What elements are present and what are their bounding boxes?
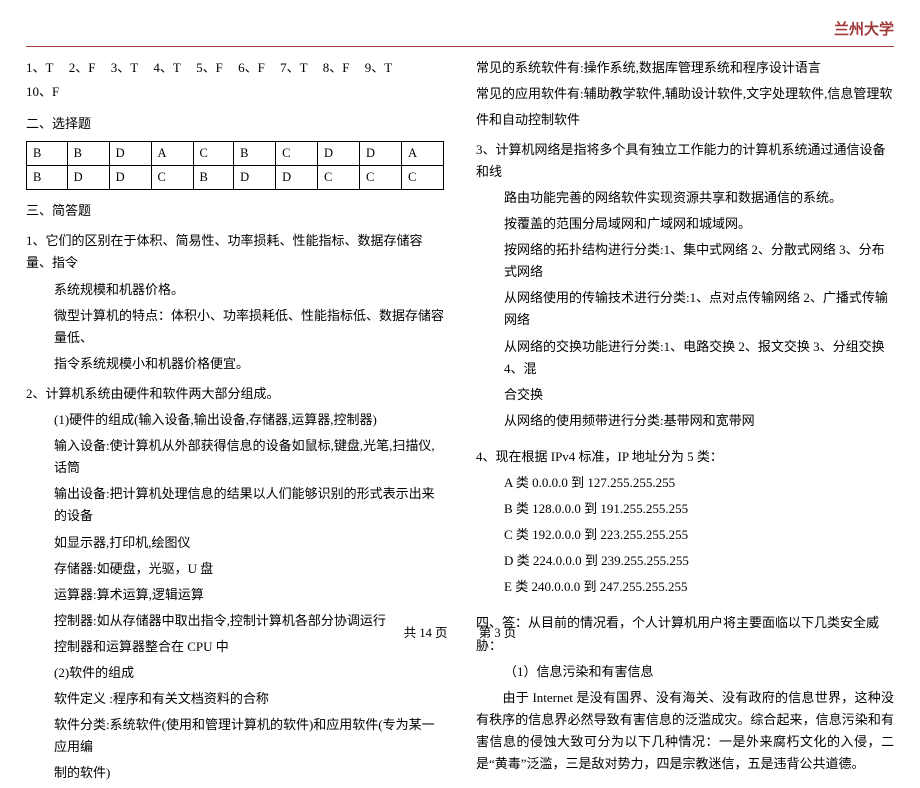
- footer-total: 共 14 页: [404, 623, 448, 644]
- tf-item: 4、T: [153, 57, 180, 79]
- tf-item: 2、F: [69, 57, 96, 79]
- tf-item: 6、F: [238, 57, 265, 79]
- tf-item: 7、T: [280, 57, 307, 79]
- cell: B: [193, 166, 234, 190]
- tf-item: 9、T: [365, 57, 392, 79]
- cell: C: [193, 141, 234, 165]
- q2-line: 输出设备:把计算机处理信息的结果以人们能够识别的形式表示出来的设备: [26, 483, 444, 527]
- tf-item: 3、T: [111, 57, 138, 79]
- q3-line: 从网络使用的传输技术进行分类:1、点对点传输网络 2、广播式传输网络: [476, 287, 894, 331]
- q2-line: (2)软件的组成: [26, 662, 444, 684]
- cell: C: [151, 166, 193, 190]
- q2-line: 制的软件): [26, 762, 444, 784]
- cell: D: [109, 166, 151, 190]
- true-false-row-2: 10、F: [26, 81, 444, 103]
- cell: C: [318, 166, 360, 190]
- q4-line: D 类 224.0.0.0 到 239.255.255.255: [476, 550, 894, 572]
- q2-line: 软件分类:系统软件(使用和管理计算机的软件)和应用软件(专为某一应用编: [26, 714, 444, 758]
- q3-line: 按覆盖的范围分局域网和广域网和城域网。: [476, 213, 894, 235]
- q4-line: A 类 0.0.0.0 到 127.255.255.255: [476, 472, 894, 494]
- q3-block: 3、计算机网络是指将多个具有独立工作能力的计算机系统通过通信设备和线 路由功能完…: [476, 139, 894, 432]
- tf-item: 1、T: [26, 57, 53, 79]
- q5-sub: （1）信息污染和有害信息: [476, 661, 894, 683]
- q3-line: 合交换: [476, 384, 894, 406]
- cell: D: [234, 166, 276, 190]
- cell: C: [276, 141, 318, 165]
- q2-line: 运算器:算术运算,逻辑运算: [26, 584, 444, 606]
- q1-line: 1、它们的区别在于体积、简易性、功率损耗、性能指标、数据存储容量、指令: [26, 230, 444, 274]
- cell: A: [151, 141, 193, 165]
- tf-item: 10、F: [26, 81, 59, 103]
- university-header: 兰州大学: [26, 18, 894, 47]
- q2-line: 如显示器,打印机,绘图仪: [26, 532, 444, 554]
- right-column: 常见的系统软件有:操作系统,数据库管理系统和程序设计语言 常见的应用软件有:辅助…: [476, 57, 894, 788]
- q4-line: 4、现在根据 IPv4 标准，IP 地址分为 5 类：: [476, 446, 894, 468]
- cell: B: [67, 141, 109, 165]
- q4-line: E 类 240.0.0.0 到 247.255.255.255: [476, 576, 894, 598]
- q2-line: 存储器:如硬盘，光驱，U 盘: [26, 558, 444, 580]
- top-line: 件和自动控制软件: [476, 109, 894, 131]
- cell: B: [234, 141, 276, 165]
- q2-line: 2、计算机系统由硬件和软件两大部分组成。: [26, 383, 444, 405]
- q1-block: 1、它们的区别在于体积、简易性、功率损耗、性能指标、数据存储容量、指令 系统规模…: [26, 230, 444, 375]
- true-false-row-1: 1、T 2、F 3、T 4、T 5、F 6、F 7、T 8、F 9、T: [26, 57, 444, 79]
- top-line: 常见的系统软件有:操作系统,数据库管理系统和程序设计语言: [476, 57, 894, 79]
- cell: D: [276, 166, 318, 190]
- cell: B: [27, 141, 68, 165]
- table-row: B D D C B D D C C C: [27, 166, 444, 190]
- footer-current: 第 3 页: [479, 623, 517, 644]
- choice-answer-table: B B D A C B C D D A B D D C B D D C C: [26, 141, 444, 191]
- left-column: 1、T 2、F 3、T 4、T 5、F 6、F 7、T 8、F 9、T 10、F…: [26, 57, 444, 788]
- q1-line: 系统规模和机器价格。: [26, 279, 444, 301]
- cell: D: [318, 141, 360, 165]
- q2-line: 软件定义 :程序和有关文档资料的合称: [26, 688, 444, 710]
- tf-item: 5、F: [196, 57, 223, 79]
- q3-line: 3、计算机网络是指将多个具有独立工作能力的计算机系统通过通信设备和线: [476, 139, 894, 183]
- q3-line: 路由功能完善的网络软件实现资源共享和数据通信的系统。: [476, 187, 894, 209]
- page-footer: 共 14 页 第 3 页: [0, 623, 920, 644]
- q4-line: C 类 192.0.0.0 到 223.255.255.255: [476, 524, 894, 546]
- q3-line: 从网络的使用频带进行分类:基带网和宽带网: [476, 410, 894, 432]
- q2-line: (1)硬件的组成(输入设备,输出设备,存储器,运算器,控制器): [26, 409, 444, 431]
- q3-line: 从网络的交换功能进行分类:1、电路交换 2、报文交换 3、分组交换 4、混: [476, 336, 894, 380]
- section-3-title: 三、简答题: [26, 200, 444, 222]
- cell: B: [27, 166, 68, 190]
- q1-line: 指令系统规模小和机器价格便宜。: [26, 353, 444, 375]
- q4-line: B 类 128.0.0.0 到 191.255.255.255: [476, 498, 894, 520]
- cell: C: [401, 166, 443, 190]
- q2-line: 输入设备:使计算机从外部获得信息的设备如鼠标,键盘,光笔,扫描仪,话筒: [26, 435, 444, 479]
- cell: D: [67, 166, 109, 190]
- q2-block: 2、计算机系统由硬件和软件两大部分组成。 (1)硬件的组成(输入设备,输出设备,…: [26, 383, 444, 785]
- cell: A: [401, 141, 443, 165]
- q4-block: 4、现在根据 IPv4 标准，IP 地址分为 5 类： A 类 0.0.0.0 …: [476, 446, 894, 599]
- two-column-layout: 1、T 2、F 3、T 4、T 5、F 6、F 7、T 8、F 9、T 10、F…: [26, 57, 894, 788]
- cell: D: [360, 141, 402, 165]
- table-row: B B D A C B C D D A: [27, 141, 444, 165]
- q3-line: 按网络的拓扑结构进行分类:1、集中式网络 2、分散式网络 3、分布式网络: [476, 239, 894, 283]
- cell: C: [360, 166, 402, 190]
- top-line: 常见的应用软件有:辅助教学软件,辅助设计软件,文字处理软件,信息管理软: [476, 83, 894, 105]
- q1-line: 微型计算机的特点：体积小、功率损耗低、性能指标低、数据存储容量低、: [26, 305, 444, 349]
- q5-body: 由于 Internet 是没有国界、没有海关、没有政府的信息世界，这种没有秩序的…: [476, 687, 894, 775]
- tf-item: 8、F: [323, 57, 350, 79]
- section-2-title: 二、选择题: [26, 113, 444, 135]
- cell: D: [109, 141, 151, 165]
